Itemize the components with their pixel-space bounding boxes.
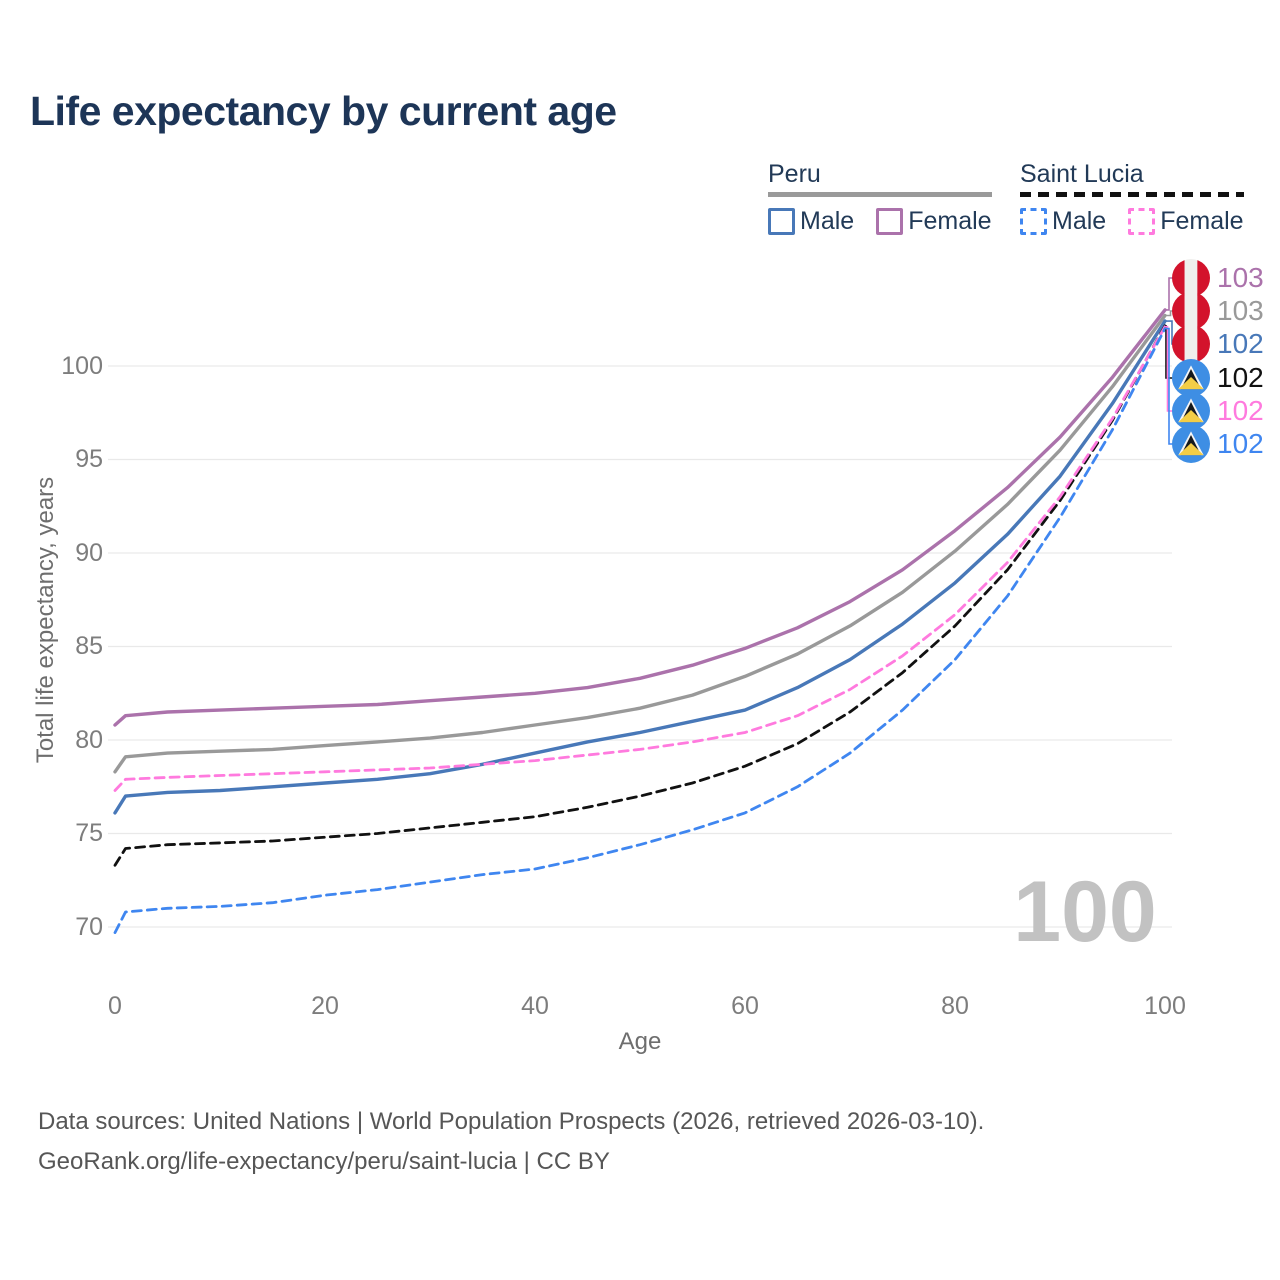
end-label-value: 103	[1217, 295, 1264, 326]
legend-peru-title: Peru	[768, 160, 992, 197]
peru-flag-icon	[1172, 325, 1210, 363]
x-tick-0: 0	[108, 992, 122, 1020]
legend-group-peru: Peru Male Female	[768, 160, 992, 236]
end-label-row-saint-lucia-male: 102	[1172, 425, 1264, 463]
end-label-row-saint-lucia-female: 102	[1172, 392, 1264, 430]
saint-lucia-flag-icon	[1172, 425, 1210, 463]
y-tick-85: 85	[75, 632, 103, 660]
legend-peru-female-label[interactable]: Female	[908, 207, 992, 235]
series-lines	[113, 308, 1167, 934]
peru-flag-icon	[1172, 292, 1210, 330]
end-label-row-peru-total: 103	[1172, 292, 1264, 330]
x-tick-60: 60	[731, 992, 759, 1020]
end-label-row-saint-lucia-total: 102	[1172, 359, 1264, 397]
legend-peru-male-label[interactable]: Male	[800, 207, 855, 235]
y-tick-75: 75	[75, 819, 103, 847]
legend-saint-lucia-male-label[interactable]: Male	[1052, 207, 1107, 235]
legend-peru-female-swatch[interactable]	[876, 208, 904, 235]
legend-saint-lucia-title: Saint Lucia	[1020, 160, 1244, 197]
x-tick-80: 80	[941, 992, 969, 1020]
end-label-value: 103	[1217, 262, 1264, 293]
y-tick-90: 90	[75, 539, 103, 567]
legend-peru-underline-solid	[768, 192, 992, 197]
end-label-value: 102	[1217, 328, 1264, 359]
legend-peru-male-swatch[interactable]	[768, 208, 795, 235]
legend-saint-lucia-label: Saint Lucia	[1020, 160, 1144, 188]
y-tick-95: 95	[75, 445, 103, 473]
legend-saint-lucia-female-swatch[interactable]	[1128, 208, 1156, 235]
legend-group-saint-lucia: Saint Lucia Male Female	[1020, 160, 1244, 236]
attribution-line: GeoRank.org/life-expectancy/peru/saint-l…	[38, 1148, 610, 1175]
end-label-value: 102	[1217, 395, 1264, 426]
end-label-row-peru-female: 103	[1172, 259, 1264, 297]
y-tick-80: 80	[75, 726, 103, 754]
peru-flag-icon	[1172, 259, 1210, 297]
gridlines	[108, 365, 1172, 928]
x-tick-100: 100	[1144, 992, 1186, 1020]
saint-lucia-flag-icon	[1172, 359, 1210, 397]
end-label-value: 102	[1217, 362, 1264, 393]
age-watermark: 100	[1013, 864, 1157, 960]
end-label-value: 102	[1217, 428, 1264, 459]
y-axis-title: Total life expectancy, years	[32, 476, 59, 764]
y-tick-70: 70	[75, 913, 103, 941]
legend-saint-lucia-female-label[interactable]: Female	[1160, 207, 1244, 235]
x-tick-40: 40	[521, 992, 549, 1020]
x-tick-20: 20	[311, 992, 339, 1020]
end-label-row-peru-male: 102	[1172, 325, 1264, 363]
saint-lucia-flag-icon	[1172, 392, 1210, 430]
label-leader-lines	[1165, 277, 1174, 445]
page-title: Life expectancy by current age	[30, 88, 617, 134]
legend-saint-lucia-underline-dashed	[1020, 192, 1244, 197]
data-sources-line: Data sources: United Nations | World Pop…	[38, 1108, 985, 1135]
legend-peru-label: Peru	[768, 160, 821, 188]
x-axis-title: Age	[618, 1028, 662, 1055]
legend-saint-lucia-male-swatch[interactable]	[1020, 208, 1047, 235]
y-tick-100: 100	[61, 352, 103, 380]
